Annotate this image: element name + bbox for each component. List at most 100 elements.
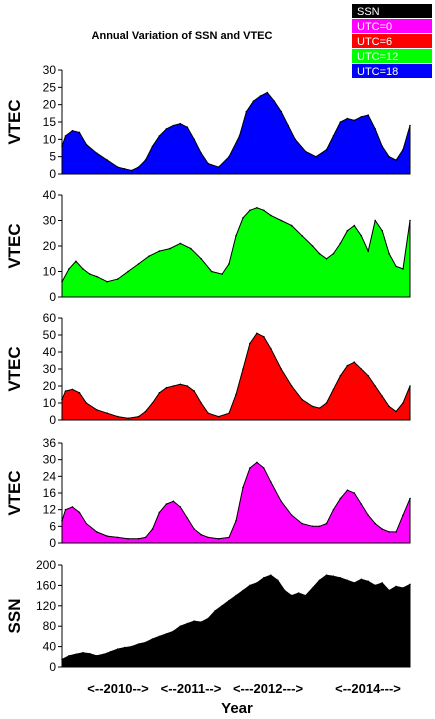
data-point: [325, 402, 328, 404]
y-tick-label: 40: [43, 640, 57, 654]
y-axis-label: SSN: [5, 599, 24, 634]
data-point: [332, 252, 335, 255]
data-point: [256, 332, 258, 335]
data-point: [270, 574, 272, 576]
x-tick-label: <--2010-->: [87, 681, 149, 696]
data-point: [249, 209, 251, 212]
data-point: [388, 252, 390, 255]
data-point: [325, 148, 328, 151]
data-point: [294, 138, 297, 141]
data-point: [332, 575, 335, 577]
data-point: [137, 415, 140, 418]
data-point: [78, 131, 81, 134]
data-point: [179, 242, 182, 245]
data-point: [367, 514, 370, 516]
data-point: [68, 268, 70, 270]
y-tick-label: 10: [43, 396, 57, 410]
data-point: [116, 536, 119, 539]
data-point: [304, 150, 307, 153]
data-point: [259, 95, 262, 97]
data-point: [96, 275, 98, 278]
data-point: [280, 500, 283, 503]
data-point: [388, 531, 390, 533]
data-point: [96, 409, 98, 411]
data-point: [78, 511, 81, 514]
y-tick-label: 10: [43, 132, 57, 146]
data-point: [130, 645, 133, 648]
data-point: [283, 589, 286, 592]
data-point: [311, 405, 314, 408]
data-point: [287, 124, 290, 127]
x-tick-label: <---2012--->: [233, 681, 303, 696]
data-point: [280, 368, 283, 370]
data-point: [280, 110, 283, 113]
panel-utc-12: 0 10 20 30 40 VTEC: [5, 188, 411, 304]
data-point: [235, 594, 237, 597]
y-tick-label: 30: [43, 63, 57, 77]
data-point: [127, 417, 129, 420]
data-point: [85, 143, 88, 146]
data-point: [158, 511, 161, 514]
y-axis-label: VTEC: [5, 99, 24, 144]
data-point: [235, 520, 237, 522]
data-point: [263, 577, 265, 579]
data-point: [193, 620, 195, 622]
data-point: [207, 412, 209, 415]
data-point: [311, 525, 314, 528]
data-point: [332, 388, 335, 391]
data-point: [325, 258, 328, 260]
data-point: [353, 492, 356, 494]
data-point: [217, 166, 220, 168]
legend-swatch: [352, 19, 432, 33]
data-point: [381, 145, 384, 148]
data-point: [353, 361, 356, 364]
data-point: [301, 398, 303, 401]
data-point: [374, 522, 377, 525]
data-point: [200, 533, 202, 536]
data-point: [235, 235, 237, 237]
data-point: [71, 388, 74, 391]
data-point: [374, 385, 377, 387]
data-point: [221, 273, 223, 275]
area-utc-6: [61, 332, 411, 421]
legend-label: SSN: [357, 6, 380, 18]
data-point: [381, 229, 384, 232]
y-axis-label: VTEC: [5, 470, 24, 515]
data-point: [402, 402, 404, 404]
panel-utc-18: 0 5 10 15 20 25 30 VTEC: [5, 63, 411, 181]
y-tick-label: 30: [43, 214, 57, 228]
data-point: [96, 531, 98, 533]
data-point: [106, 412, 108, 415]
data-point: [207, 162, 209, 165]
data-point: [339, 121, 342, 123]
data-point: [193, 138, 195, 141]
data-point: [75, 260, 77, 263]
data-point: [263, 335, 265, 338]
data-point: [144, 536, 147, 539]
y-tick-label: 30: [43, 453, 57, 467]
data-point: [346, 579, 349, 582]
y-tick-label: 0: [49, 413, 56, 427]
data-point: [151, 528, 154, 530]
data-point: [144, 159, 147, 161]
data-point: [228, 599, 230, 602]
data-point: [89, 652, 91, 655]
data-point: [346, 364, 349, 367]
data-point: [106, 535, 108, 537]
data-point: [123, 168, 126, 170]
data-point: [332, 135, 335, 137]
data-point: [304, 594, 307, 597]
data-point: [263, 209, 265, 212]
data-point: [270, 214, 272, 217]
data-point: [228, 412, 230, 415]
data-point: [165, 386, 168, 389]
data-point: [82, 651, 84, 654]
data-point: [402, 268, 404, 270]
legend-label: UTC=0: [357, 21, 392, 33]
data-point: [367, 580, 370, 583]
data-point: [68, 655, 70, 657]
data-point: [85, 402, 88, 404]
panel-utc-6: 0 10 20 30 40 50 60 VTEC: [5, 311, 411, 427]
data-point: [402, 587, 404, 589]
data-point: [270, 347, 272, 350]
